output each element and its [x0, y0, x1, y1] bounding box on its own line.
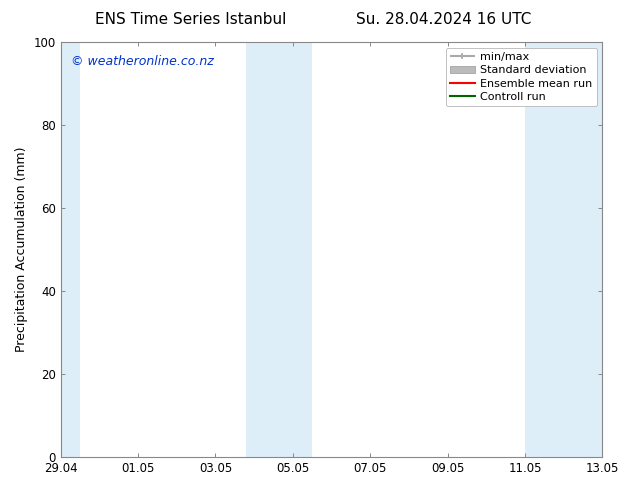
- Bar: [247, 42, 312, 457]
- Text: ENS Time Series Istanbul: ENS Time Series Istanbul: [94, 12, 286, 27]
- Legend: min/max, Standard deviation, Ensemble mean run, Controll run: min/max, Standard deviation, Ensemble me…: [446, 48, 597, 106]
- Bar: [61, 42, 80, 457]
- Text: © weatheronline.co.nz: © weatheronline.co.nz: [72, 54, 214, 68]
- Bar: [525, 42, 602, 457]
- Y-axis label: Precipitation Accumulation (mm): Precipitation Accumulation (mm): [15, 147, 28, 352]
- Text: Su. 28.04.2024 16 UTC: Su. 28.04.2024 16 UTC: [356, 12, 531, 27]
